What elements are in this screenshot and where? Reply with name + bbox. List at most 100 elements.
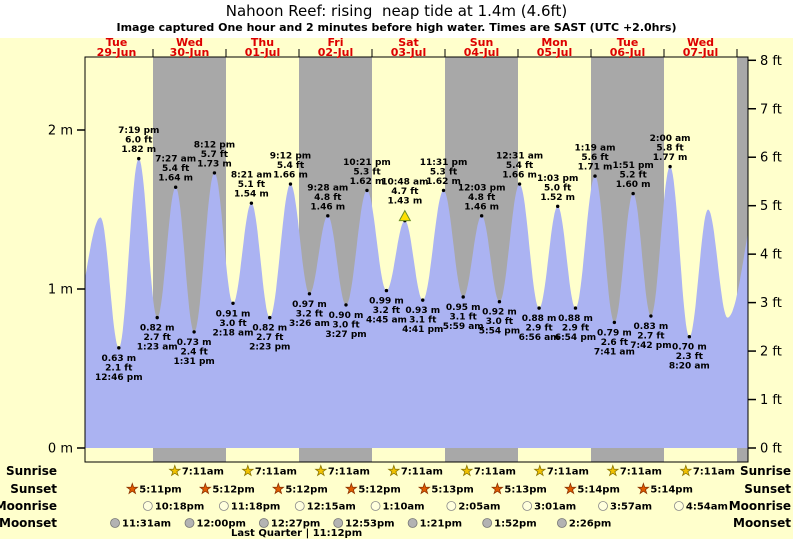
high-tide-label: 4.8 ft [468, 193, 496, 203]
low-tide-point [612, 320, 617, 325]
high-tide-label: 1.60 m [616, 180, 651, 190]
low-tide-label: 0.92 m [482, 308, 517, 318]
low-tide-label: 0.82 m [140, 324, 175, 334]
low-tide-label: 2.6 ft [601, 338, 629, 348]
low-tide-label: 8:20 am [669, 362, 710, 372]
day-weekday-label: Sat [398, 36, 419, 49]
high-tide-point [479, 214, 484, 218]
high-tide-label: 8:21 am [231, 171, 272, 181]
high-tide-label: 4.7 ft [391, 187, 419, 197]
sunrise-row-label-right: Sunrise [740, 464, 791, 478]
low-tide-label: 3.2 ft [373, 306, 401, 316]
low-tide-label: 4:45 am [366, 316, 407, 326]
high-tide-label: 1.82 m [121, 145, 156, 155]
moonset-time: 12:53pm [345, 519, 394, 530]
moonrise-time: 4:54am [686, 502, 728, 513]
day-date-label: 30-Jun [170, 46, 210, 59]
high-tide-label: 5.3 ft [353, 167, 381, 177]
sunrise-time: 7:11am [255, 467, 297, 478]
high-tide-label: 1.66 m [273, 171, 308, 181]
high-tide-label: 9:12 pm [270, 152, 311, 162]
right-axis-label: 0 ft [760, 442, 782, 457]
right-axis-label: 2 ft [760, 345, 782, 360]
moonrise-icon [142, 501, 153, 511]
low-tide-label: 2.7 ft [256, 333, 284, 343]
sunset-time: 5:13pm [431, 485, 473, 496]
high-tide-label: 1:51 pm [612, 161, 653, 171]
day-weekday-label: Tue [617, 36, 639, 49]
high-tide-point [212, 171, 217, 175]
low-tide-label: 2.1 ft [105, 363, 133, 373]
sunset-row-label-right: Sunset [744, 482, 791, 496]
high-tide-label: 5.3 ft [430, 167, 458, 177]
moonset-row-label-left: Moonset [0, 516, 57, 530]
moonrise-icon [598, 501, 608, 511]
day-date-label: 07-Jul [683, 46, 719, 59]
high-tide-label: 12:03 pm [458, 183, 506, 193]
day-date-label: 05-Jul [537, 46, 573, 59]
moonrise-time: 10:18pm [155, 502, 204, 513]
right-axis-label: 7 ft [760, 102, 782, 117]
left-axis-label: 2 m [48, 124, 73, 139]
low-tide-point [497, 300, 502, 304]
high-tide-point [441, 188, 446, 193]
sunset-icon [490, 482, 504, 495]
low-tide-label: 3.1 ft [450, 312, 478, 322]
plot-border [84, 56, 749, 463]
high-tide-label: 1.54 m [234, 190, 269, 200]
moonset-time: 1:21pm [420, 519, 462, 530]
high-tide-label: 1:03 pm [537, 174, 578, 184]
low-tide-label: 1:23 am [137, 343, 178, 353]
right-axis-label: 8 ft [760, 54, 782, 69]
low-tide-label: 1:31 pm [173, 357, 214, 367]
high-tide-label: 1:19 am [575, 144, 616, 154]
high-tide-point [517, 182, 522, 186]
day-date-label: 04-Jul [464, 46, 500, 59]
high-tide-label: 1.64 m [158, 174, 193, 184]
low-tide-label: 3.2 ft [296, 309, 324, 319]
high-tide-label: 1.52 m [540, 193, 575, 203]
high-tide-point [593, 174, 597, 178]
high-tide-label: 10:48 am [381, 178, 428, 188]
moonset-icon [557, 518, 567, 528]
low-tide-label: 3.0 ft [332, 320, 360, 330]
low-tide-label: 5:54 pm [479, 327, 520, 337]
low-tide-point [344, 303, 348, 307]
moonset-time: 2:26pm [569, 519, 611, 530]
day-weekday-label: Thu [251, 36, 274, 49]
moonset-icon [184, 518, 195, 528]
moonrise-time: 12:15am [307, 502, 356, 513]
high-tide-point [249, 201, 254, 205]
high-tide-label: 1.46 m [310, 202, 345, 212]
high-tide-label: 4.8 ft [314, 193, 342, 203]
sunset-icon [271, 482, 285, 495]
moonset-time: 1:52pm [494, 519, 536, 530]
low-tide-point [231, 301, 235, 306]
low-tide-label: 7:41 am [594, 347, 635, 357]
right-axis-label: 1 ft [760, 393, 782, 408]
moonrise-time: 3:01am [534, 502, 576, 513]
low-tide-point [537, 306, 541, 310]
low-tide-point [307, 292, 312, 296]
moonrise-time: 11:18pm [231, 502, 280, 513]
moon-phase-label: Last Quarter | 11:12pm [231, 528, 362, 539]
moonrise-icon [522, 501, 533, 511]
high-tide-label: 1.62 m [426, 177, 461, 187]
sunset-time: 5:12pm [212, 485, 254, 496]
low-tide-label: 2.3 ft [676, 352, 704, 362]
sunrise-time: 7:11am [474, 467, 516, 478]
sunset-time: 5:14pm [577, 485, 619, 496]
low-tide-point [117, 346, 121, 350]
low-tide-label: 4:41 pm [402, 325, 443, 335]
low-tide-label: 5:59 am [443, 322, 484, 332]
low-tide-point [461, 295, 465, 299]
high-tide-label: 1.46 m [464, 202, 499, 212]
high-tide-label: 5.8 ft [656, 144, 684, 154]
low-tide-label: 3.0 ft [486, 317, 514, 327]
day-date-label: 01-Jul [245, 46, 281, 59]
day-weekday-label: Fri [327, 36, 343, 49]
low-tide-point [687, 335, 692, 339]
high-tide-point [137, 156, 141, 161]
moonset-icon [110, 518, 120, 528]
